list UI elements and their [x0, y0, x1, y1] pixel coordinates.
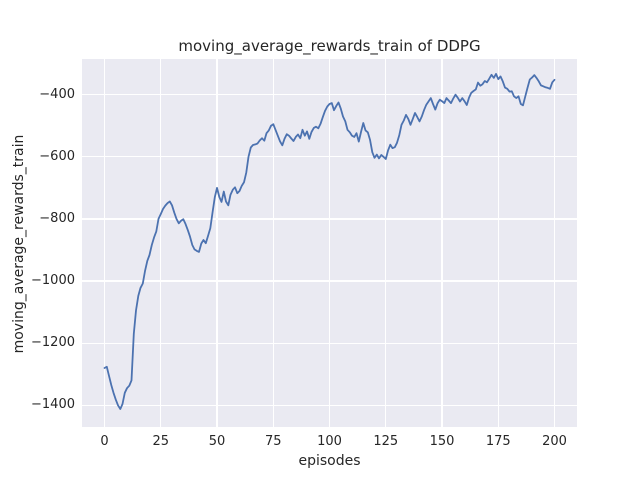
- x-gridline: [216, 59, 218, 427]
- x-axis-label: episodes: [298, 453, 361, 469]
- y-tick-label: −1000: [31, 273, 75, 289]
- x-gridline: [160, 59, 162, 427]
- x-gridline: [441, 59, 443, 427]
- x-tick-label: 50: [208, 434, 226, 449]
- x-gridline: [385, 59, 387, 427]
- x-gridline: [328, 59, 331, 427]
- chart-title: moving_average_rewards_train of DDPG: [178, 37, 481, 55]
- x-gridline: [272, 59, 274, 427]
- x-gridline: [553, 59, 556, 427]
- x-gridline: [497, 59, 499, 427]
- moving-average-line: [103, 72, 556, 410]
- y-tick-label: −1200: [31, 335, 75, 351]
- x-tick-label: 100: [317, 434, 342, 449]
- x-tick-label: 175: [485, 434, 511, 449]
- x-gridline: [103, 59, 106, 427]
- y-tick-label: −800: [39, 210, 75, 226]
- x-tick-label: 25: [152, 434, 170, 449]
- y-tick-label: −400: [39, 86, 75, 102]
- x-tick-label: 150: [429, 434, 455, 449]
- y-tick-label: −600: [39, 148, 75, 164]
- plot-area: [82, 59, 577, 427]
- reward-line-chart: [103, 72, 556, 410]
- x-tick-label: 125: [373, 434, 399, 449]
- x-tick-label: 75: [264, 434, 282, 449]
- y-tick-label: −1400: [31, 397, 75, 413]
- x-tick-label: 200: [542, 434, 567, 449]
- x-tick-label: 0: [100, 434, 109, 449]
